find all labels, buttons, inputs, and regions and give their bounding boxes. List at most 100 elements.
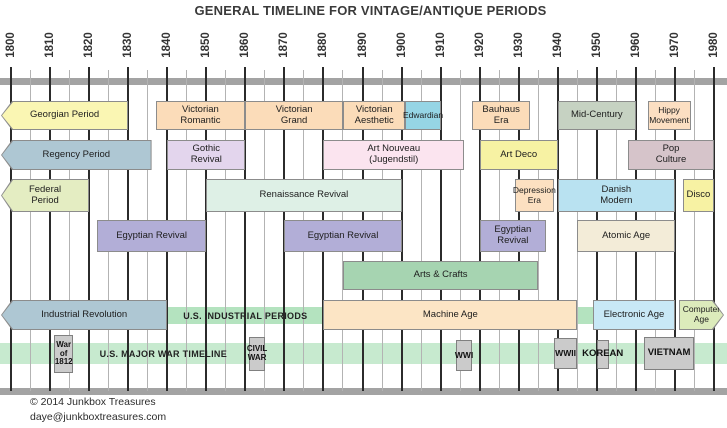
bar-label: Disco xyxy=(686,189,711,201)
year-label-1820: 1820 xyxy=(83,32,96,58)
war-label: CIVIL WAR xyxy=(246,344,268,362)
year-label-1840: 1840 xyxy=(161,32,174,58)
bar-label: Georgian Period xyxy=(29,109,100,121)
bar-victorian-romantic: Victorian Romantic xyxy=(155,101,246,130)
bar-label: Industrial Revolution xyxy=(41,308,128,320)
bar-hippy-movement: Hippy Movement xyxy=(647,101,691,130)
war-box-wwii: WWII xyxy=(553,338,578,369)
bar-egyptian-revival: Egyptian Revival xyxy=(284,220,402,252)
bar-label: Edwardian xyxy=(402,109,444,120)
bar-label: Hippy Movement xyxy=(649,104,689,125)
year-label-1880: 1880 xyxy=(317,32,330,58)
bar-label: Danish Modern xyxy=(600,183,633,206)
bar-depression-era: Depression Era xyxy=(512,179,556,212)
bar-edwardian: Edwardian xyxy=(402,101,444,130)
bar-atomic-age: Atomic Age xyxy=(577,220,675,252)
top-axis-bar xyxy=(0,78,727,85)
bar-label: Federal Period xyxy=(28,183,62,206)
year-label-1930: 1930 xyxy=(512,32,525,58)
war-label: KOREAN xyxy=(582,348,624,360)
year-label-1810: 1810 xyxy=(44,32,57,58)
year-label-1850: 1850 xyxy=(200,32,213,58)
year-label-1830: 1830 xyxy=(122,32,135,58)
major-gridline-1980 xyxy=(713,67,715,391)
bar-label: Egyptian Revival xyxy=(494,224,532,246)
minor-gridline-1815 xyxy=(69,70,71,391)
bar-label: Depression Era xyxy=(512,184,556,205)
major-gridline-1850 xyxy=(205,67,208,391)
bar-label: Art Nouveau (Jugendstil) xyxy=(367,143,421,165)
year-label-1900: 1900 xyxy=(395,32,408,58)
bar-label: Machine Age xyxy=(422,308,478,320)
major-gridline-1970 xyxy=(673,67,676,391)
bar-fill xyxy=(2,180,89,211)
bar-label: Arts & Crafts xyxy=(413,269,468,281)
year-label-1940: 1940 xyxy=(551,32,564,58)
war-label: WWII xyxy=(555,347,576,358)
bar-label: Victorian Romantic xyxy=(180,103,221,126)
minor-gridline-1865 xyxy=(264,70,266,391)
bar-label: Mid-Century xyxy=(570,109,623,121)
war-label: WWI xyxy=(454,349,474,360)
bar-victorian-grand: Victorian Grand xyxy=(245,101,343,130)
band-u-s-major-war-timeline xyxy=(0,343,727,364)
bar-label: Bauhaus Era xyxy=(482,103,520,126)
major-gridline-1820 xyxy=(88,67,91,391)
page-title: GENERAL TIMELINE FOR VINTAGE/ANTIQUE PER… xyxy=(194,3,547,18)
minor-gridline-1975 xyxy=(693,70,695,391)
major-gridline-1900 xyxy=(400,67,403,391)
bar-disco: Disco xyxy=(682,179,714,212)
bar-label: Renaissance Revival xyxy=(259,189,349,201)
year-label-1870: 1870 xyxy=(278,32,291,58)
bar-machine-age: Machine Age xyxy=(323,300,578,330)
bar-georgian-period: Georgian Period xyxy=(1,101,129,130)
year-label-1890: 1890 xyxy=(356,32,369,58)
major-gridline-1940 xyxy=(556,67,559,391)
bar-electronic-age: Electronic Age xyxy=(592,300,675,330)
year-label-1960: 1960 xyxy=(629,32,642,58)
year-label-1910: 1910 xyxy=(434,32,447,58)
war-box-civil-war: CIVIL WAR xyxy=(246,337,268,371)
major-gridline-1860 xyxy=(244,67,247,391)
war-label: VIETNAM xyxy=(647,347,691,359)
year-label-1970: 1970 xyxy=(668,32,681,58)
bar-federal-period: Federal Period xyxy=(1,179,90,212)
minor-gridline-1915 xyxy=(459,70,461,391)
war-box-wwi: WWI xyxy=(454,340,474,371)
bar-fill xyxy=(2,102,128,129)
war-box-korean: KOREAN xyxy=(582,340,623,369)
war-box-war-of-1812: War of 1812 xyxy=(53,335,74,373)
bar-label: Art Deco xyxy=(500,148,538,160)
bar-label: Atomic Age xyxy=(602,229,651,241)
bar-label: Egyptian Revival xyxy=(307,229,379,241)
major-gridline-1800 xyxy=(10,67,12,391)
bar-gothic-revival: Gothic Revival xyxy=(167,140,246,170)
war-label: War of 1812 xyxy=(54,339,73,367)
major-gridline-1810 xyxy=(49,67,52,391)
bar-bauhaus-era: Bauhaus Era xyxy=(471,101,531,130)
bar-danish-modern: Danish Modern xyxy=(557,179,675,212)
year-label-1860: 1860 xyxy=(239,32,252,58)
minor-gridline-1905 xyxy=(420,70,422,391)
minor-gridline-1805 xyxy=(30,70,32,391)
major-gridline-1910 xyxy=(439,67,442,391)
bar-mid-century: Mid-Century xyxy=(557,101,636,130)
bar-label: Electronic Age xyxy=(603,308,665,320)
bar-fill xyxy=(2,141,151,169)
bar-label: Pop Culture xyxy=(655,143,687,165)
bar-label: Victorian Aesthetic xyxy=(354,103,394,126)
bar-regency-period: Regency Period xyxy=(1,140,152,170)
bar-industrial-revolution: Industrial Revolution xyxy=(1,300,168,330)
bar-label: Regency Period xyxy=(42,148,111,160)
war-box-vietnam: VIETNAM xyxy=(643,337,695,370)
bar-computer-age: Computer Age xyxy=(679,300,724,330)
bar-label: Computer Age xyxy=(682,304,721,324)
bar-pop-culture: Pop Culture xyxy=(628,140,714,170)
bar-art-deco: Art Deco xyxy=(479,140,558,170)
bar-label: Gothic Revival xyxy=(190,143,222,165)
band-label-u-s-industrial-periods: U.S. INDUSTRIAL PERIODS xyxy=(183,310,308,321)
bar-fill xyxy=(2,301,167,329)
email-text: daye@junkboxtreasures.com xyxy=(30,411,167,423)
